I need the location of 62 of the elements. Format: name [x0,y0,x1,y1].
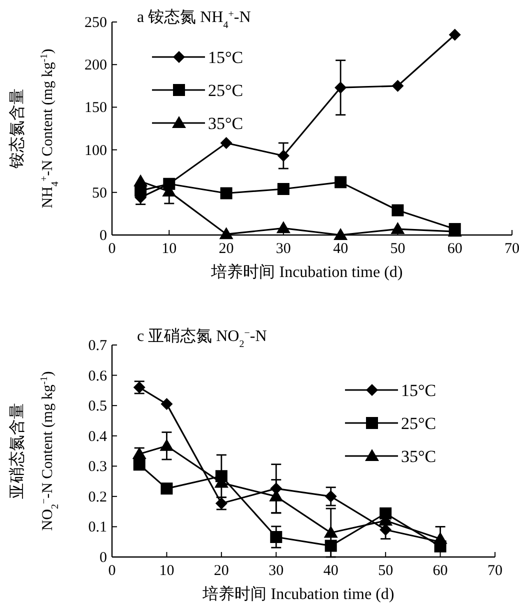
x-tick-label: 50 [390,241,406,257]
point [132,447,146,460]
chart-title: a 铵态氮 NH$_{4}$$^{+}$-N [137,8,252,30]
x-tick-label: 70 [504,241,519,257]
point [276,221,290,234]
x-tick-label: 20 [218,241,234,257]
point [334,82,347,94]
y-tick-label: 0.2 [88,489,107,506]
point [324,490,337,502]
point [134,174,148,186]
point [277,150,290,162]
legend-label: 35°C [208,114,244,133]
y-tick-label: 0 [100,228,107,244]
point [160,482,173,495]
point [334,176,347,188]
x-tick-label: 30 [276,241,291,257]
point [160,398,173,410]
point [160,438,174,451]
point [433,532,448,544]
y-tick-label: 0.1 [88,520,107,536]
x-tick-label: 40 [333,241,348,257]
legend-label: 15°C [401,381,436,400]
y-tick-label: 0.3 [88,459,107,476]
point [448,28,461,41]
point [219,227,234,240]
x-tick-label: 20 [214,563,229,579]
x-tick-label: 10 [162,241,177,257]
y-tick-label: 0 [100,550,107,566]
y-tick-label: 200 [84,58,107,74]
x-tick-label: 30 [268,563,284,579]
point [392,80,404,92]
point [277,182,290,195]
point [220,187,232,200]
y-tick-label: 0.4 [88,428,108,445]
y-tick-label: 0.7 [88,338,108,354]
x-tick-label: 50 [378,563,394,579]
y-tick-label: 0.5 [88,398,107,415]
y-tick-label: 50 [92,185,107,202]
x-axis-title: 培养时间 Incubation time (d) [210,263,403,281]
point [390,222,405,234]
x-tick-label: 70 [488,563,502,579]
y-tick-label: 250 [84,15,107,31]
y-tick-label: 150 [84,100,107,116]
point [270,531,282,544]
point [334,228,348,240]
point [220,136,232,149]
x-tick-label: 60 [432,563,448,579]
legend-label: 25°C [208,81,244,100]
y-tick-label: 0.6 [88,368,108,384]
legend-label: 35°C [401,447,436,466]
point [392,204,404,216]
point [324,540,337,552]
y-tick-label: 100 [84,142,107,159]
x-tick-label: 60 [447,241,462,257]
x-tick-label: 10 [159,563,174,579]
chart-title: c 亚硝态氮 NO$_{2}$$^{−}$-N [137,327,268,350]
legend-label: 15°C [208,48,244,67]
legend-label: 25°C [401,414,436,433]
point [324,526,338,538]
x-axis-title: 培养时间 Incubation time (d) [202,585,394,603]
point [133,458,146,471]
x-tick-label: 40 [323,563,338,579]
